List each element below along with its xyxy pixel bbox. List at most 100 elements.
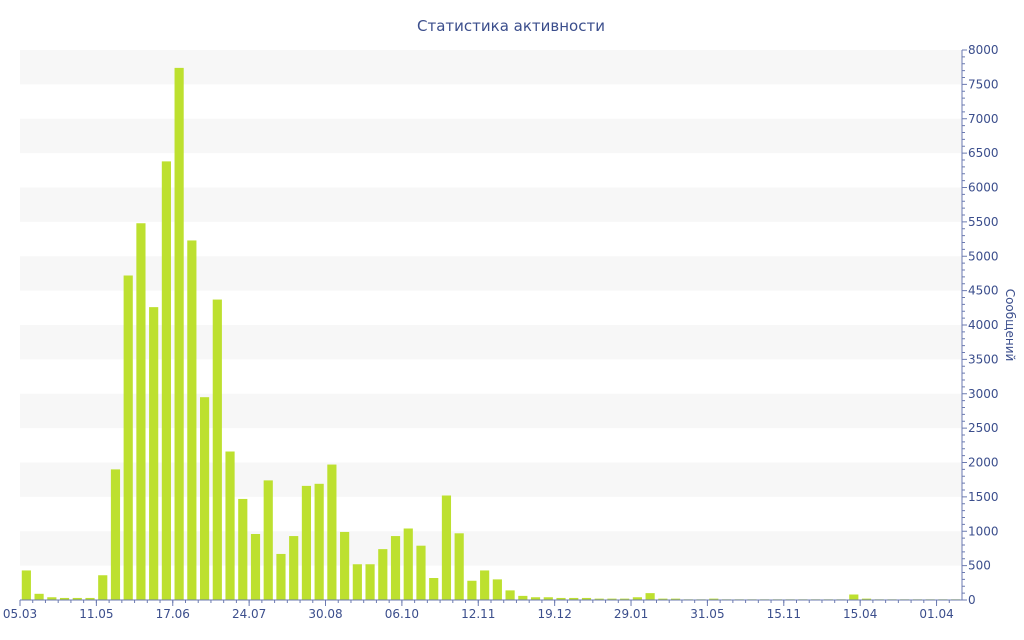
bar <box>340 531 350 600</box>
y-tick-label: 7000 <box>968 112 999 126</box>
bar <box>72 597 82 600</box>
y-tick-label: 7500 <box>968 77 999 91</box>
x-ticks-group: 05.03 11.05 17.06 24.07 30.08 06.10 12.11 19.12… <box>3 600 954 621</box>
bar <box>314 483 324 600</box>
y-tick-label: 6000 <box>968 181 999 195</box>
bar <box>416 545 426 600</box>
grid-band <box>20 325 962 360</box>
x-tick-label: 29.01 <box>614 607 648 621</box>
bar <box>530 597 541 600</box>
bar <box>620 598 630 601</box>
y-tick-label: 2500 <box>968 421 999 435</box>
x-tick-label: 19.12 <box>537 607 571 621</box>
y-tick-label: 1000 <box>968 524 999 538</box>
bar <box>658 598 668 601</box>
x-tick-label: 06.10 <box>385 607 419 621</box>
grid-band <box>20 393 962 429</box>
bar <box>289 536 299 600</box>
bar <box>110 469 121 601</box>
bar <box>301 485 312 601</box>
x-tick-label: 15.04 <box>843 607 877 621</box>
bar <box>480 570 490 600</box>
bar <box>594 598 604 601</box>
bar <box>569 597 579 600</box>
x-tick-label: 11.05 <box>79 607 113 621</box>
y-tick-label: 6500 <box>968 146 999 160</box>
x-tick-label: 12.11 <box>461 607 495 621</box>
bar <box>85 597 95 600</box>
bar <box>441 495 452 600</box>
bar <box>543 597 553 600</box>
bar <box>136 223 146 600</box>
bar <box>238 498 248 600</box>
chart-title: Статистика активности <box>417 17 605 35</box>
y-tick-label: 4000 <box>968 318 999 332</box>
bar <box>645 593 655 601</box>
bar <box>607 598 617 601</box>
bar <box>263 480 273 601</box>
bar <box>352 564 362 600</box>
grid-band <box>20 531 962 566</box>
y-tick-label: 0 <box>968 593 976 607</box>
grid-bands <box>20 50 962 566</box>
bar <box>149 307 159 601</box>
x-tick-label: 24.07 <box>232 607 266 621</box>
bar <box>518 595 528 601</box>
bar <box>59 597 70 600</box>
x-tick-label: 30.08 <box>308 607 342 621</box>
grid-band <box>20 187 962 222</box>
bar <box>632 597 642 600</box>
bar <box>225 451 235 600</box>
grid-band <box>20 256 962 291</box>
bar <box>200 397 210 600</box>
x-tick-label: 15.11 <box>767 607 801 621</box>
bar <box>250 534 261 600</box>
bar <box>709 598 719 601</box>
bar <box>378 549 388 601</box>
bar <box>98 575 108 600</box>
bar <box>849 594 859 600</box>
x-tick-label: 17.06 <box>156 607 190 621</box>
bar <box>556 597 566 600</box>
x-tick-label: 31.05 <box>690 607 724 621</box>
bar <box>21 570 31 600</box>
bar <box>34 593 44 600</box>
bar <box>123 275 133 600</box>
bar <box>861 598 872 601</box>
bar <box>671 598 681 601</box>
bar <box>276 553 286 600</box>
bar <box>47 597 57 600</box>
y-tick-label: 5000 <box>968 249 999 263</box>
bar <box>327 464 337 600</box>
y-tick-label: 1500 <box>968 490 999 504</box>
bar <box>403 528 413 600</box>
grid-band <box>20 50 962 85</box>
grid-band <box>20 462 962 497</box>
x-tick-label: 05.03 <box>3 607 37 621</box>
y-tick-label: 8000 <box>968 43 999 57</box>
bar <box>454 533 464 600</box>
bar <box>492 579 502 601</box>
y-axis-label: Сообщений <box>1003 289 1017 362</box>
bar <box>187 240 197 600</box>
y-tick-label: 500 <box>968 559 991 573</box>
bar <box>212 299 222 600</box>
bar <box>467 580 477 600</box>
bar <box>365 564 375 600</box>
bars-group <box>21 67 961 601</box>
grid-band <box>20 118 962 154</box>
y-tick-label: 3500 <box>968 352 999 366</box>
bar <box>429 578 439 600</box>
x-tick-label: 01.04 <box>919 607 953 621</box>
y-ticks-group: 0 500 1000 1500 2000 2500 3000 3500 4000 4500 5000… <box>962 43 999 607</box>
bar <box>581 597 592 600</box>
y-tick-label: 4500 <box>968 284 999 298</box>
bar <box>505 590 515 601</box>
bar <box>161 161 171 601</box>
y-tick-label: 3000 <box>968 387 999 401</box>
y-tick-label: 5500 <box>968 215 999 229</box>
bar <box>174 67 184 601</box>
y-tick-label: 2000 <box>968 456 999 470</box>
bar <box>390 536 401 600</box>
